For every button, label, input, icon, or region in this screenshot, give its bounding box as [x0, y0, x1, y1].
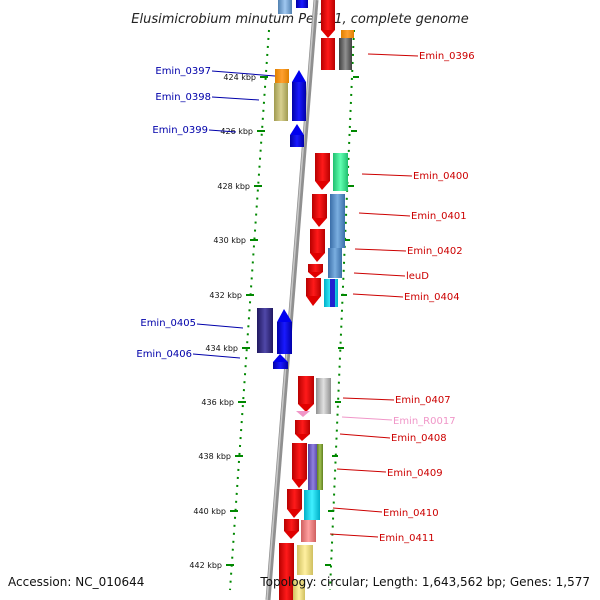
- scale-ticks: [226, 76, 359, 566]
- map-title: Elusimicrobium minutum Pei191, complete …: [131, 12, 468, 27]
- label-emin-0398[interactable]: Emin_0398: [155, 92, 211, 103]
- label-emin-0404[interactable]: Emin_0404: [404, 292, 460, 303]
- gene-top-fragments[interactable]: [278, 0, 354, 38]
- tick-label-436: 436 kbp: [201, 398, 234, 407]
- label-emin-0400[interactable]: Emin_0400: [413, 171, 469, 182]
- accession-text: Accession: NC_010644: [8, 575, 144, 589]
- tick-label-424: 424 kbp: [223, 73, 256, 82]
- label-emin-0396[interactable]: Emin_0396: [419, 51, 475, 62]
- leader-lines-right: [329, 53, 419, 538]
- label-emin-0409[interactable]: Emin_0409: [387, 468, 443, 479]
- label-emin-0410[interactable]: Emin_0410: [383, 508, 439, 519]
- gene-emin-0406[interactable]: [273, 354, 288, 369]
- gene-emin-0407[interactable]: [298, 376, 331, 414]
- label-emin-0397[interactable]: Emin_0397: [155, 66, 211, 77]
- label-emin-0411[interactable]: Emin_0411: [379, 533, 435, 544]
- tick-label-426: 426 kbp: [220, 127, 253, 136]
- gene-emin-0400[interactable]: [315, 153, 348, 191]
- label-emin-r0017[interactable]: Emin_R0017: [393, 416, 456, 427]
- gene-emin-0410[interactable]: [287, 489, 320, 520]
- genome-backbone: [265, 0, 319, 600]
- tick-label-432: 432 kbp: [209, 291, 242, 300]
- label-emin-0405[interactable]: Emin_0405: [140, 318, 196, 329]
- gene-emin-0408[interactable]: [295, 420, 310, 441]
- gene-bottom-fragments[interactable]: [279, 543, 313, 600]
- gene-emin-0401[interactable]: [312, 194, 345, 248]
- tick-label-438: 438 kbp: [198, 452, 231, 461]
- leader-lines-left: [192, 70, 276, 359]
- gene-emin-0398[interactable]: [274, 70, 306, 121]
- label-emin-0399[interactable]: Emin_0399: [152, 125, 208, 136]
- tick-label-440: 440 kbp: [193, 507, 226, 516]
- label-leud[interactable]: leuD: [406, 271, 429, 282]
- tick-label-428: 428 kbp: [217, 182, 250, 191]
- genome-backbone-highlight: [266, 0, 316, 600]
- label-emin-0406[interactable]: Emin_0406: [136, 349, 192, 360]
- gene-leud[interactable]: [308, 264, 323, 278]
- leader-line-rna: [341, 416, 393, 421]
- gene-emin-0396[interactable]: [321, 38, 352, 70]
- gene-emin-0409[interactable]: [292, 443, 323, 490]
- label-emin-0407[interactable]: Emin_0407: [395, 395, 451, 406]
- tick-label-434: 434 kbp: [205, 344, 238, 353]
- gene-emin-0402[interactable]: [310, 229, 342, 278]
- rna-emin-r0017[interactable]: [296, 411, 310, 417]
- label-emin-0401[interactable]: Emin_0401: [411, 211, 467, 222]
- gene-emin-0405[interactable]: [257, 308, 292, 354]
- tick-label-442: 442 kbp: [189, 561, 222, 570]
- gene-emin-0411[interactable]: [284, 519, 316, 542]
- label-emin-0408[interactable]: Emin_0408: [391, 433, 447, 444]
- gene-emin-0404[interactable]: [306, 278, 338, 307]
- gene-emin-0397[interactable]: [275, 69, 289, 83]
- gene-emin-0399[interactable]: [290, 124, 304, 147]
- topology-text: Topology: circular; Length: 1,643,562 bp…: [259, 575, 590, 589]
- right-dotted-ruler: [329, 29, 355, 591]
- left-dotted-ruler: [229, 29, 270, 591]
- tick-label-430: 430 kbp: [213, 236, 246, 245]
- label-emin-0402[interactable]: Emin_0402: [407, 246, 463, 257]
